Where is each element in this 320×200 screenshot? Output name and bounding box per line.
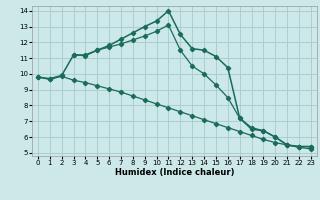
- X-axis label: Humidex (Indice chaleur): Humidex (Indice chaleur): [115, 168, 234, 177]
